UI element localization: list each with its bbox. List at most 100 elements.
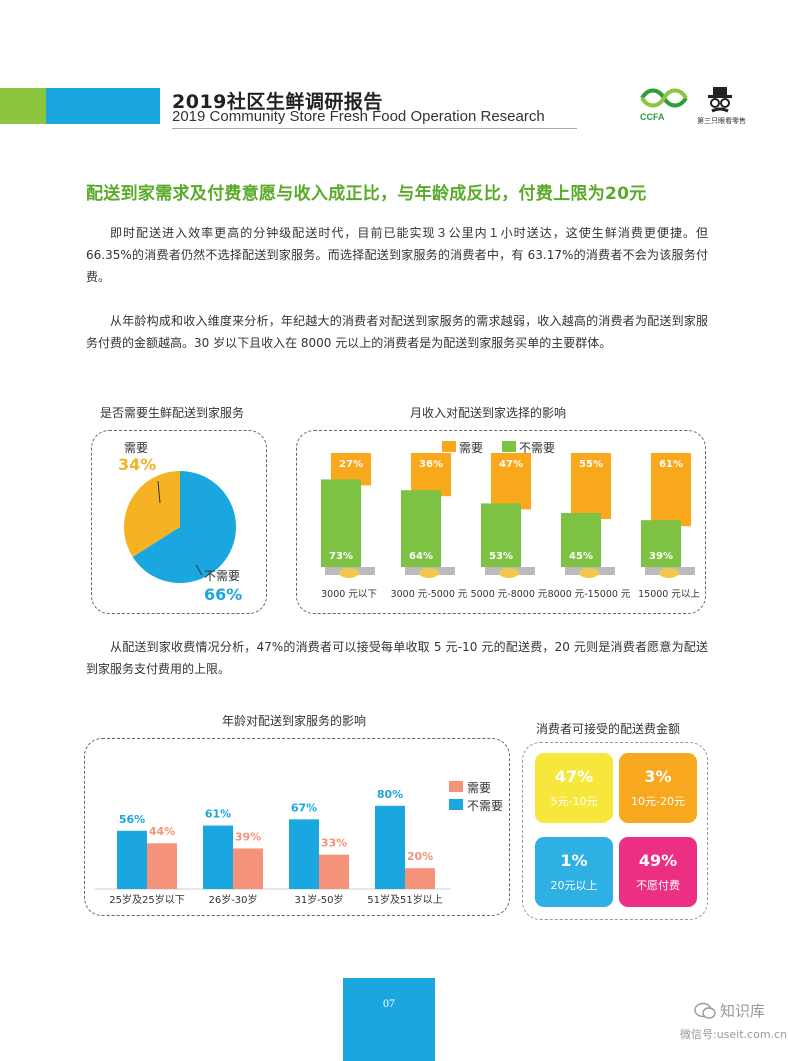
fee-tile-no-pay: 49% 不愿付费 (619, 837, 697, 907)
ccfa-logo-text: CCFA (640, 112, 665, 122)
income-bar-not-need-2 (481, 503, 521, 567)
fee-tile-10-20-pct: 3% (644, 767, 672, 786)
income-legend-need: 需要 (459, 441, 484, 455)
wechat-icon (694, 1002, 716, 1019)
income-category-3: 8000 元-15000 元 (548, 589, 631, 600)
report-title: 2019社区生鲜调研报告 (172, 91, 383, 113)
fee-tile-5-10: 47% 5元-10元 (535, 753, 613, 823)
income-label-not-need-1: 64% (409, 551, 433, 562)
age-category-2: 31岁-50岁 (294, 893, 343, 906)
age-bar-chart: 56% 44% 25岁及25岁以下 61% 39% 26岁-30岁 67% 33% 31岁-50… (95, 788, 451, 906)
income-label-need-0: 27% (339, 459, 363, 470)
income-category-0: 3000 元以下 (321, 589, 377, 600)
income-chart-panel: 需要 不需要 27% 73% 3000 元以下 36% 64% 3000 元-5000 元… (296, 430, 706, 614)
income-label-not-need-3: 45% (569, 551, 593, 562)
age-label-need-2: 33% (321, 837, 347, 850)
header-blue-block (46, 88, 160, 124)
age-legend-not-need-swatch (449, 799, 463, 810)
age-bar-not-need-1 (203, 825, 233, 889)
age-bar-need-0 (147, 843, 177, 889)
income-bar-need-1 (411, 453, 451, 497)
fee-tile-10-20-label: 10元-20元 (631, 795, 685, 808)
age-bar-not-need-3 (375, 805, 405, 889)
income-bar-need-3 (571, 453, 611, 519)
pie-chart-title: 是否需要生鲜配送到家服务 (100, 406, 245, 420)
income-bar-not-need-0 (321, 479, 361, 567)
fee-tile-20-plus-pct: 1% (560, 851, 588, 870)
age-label-not-need-1: 61% (205, 808, 231, 821)
fee-tile-10-20: 3% 10元-20元 (619, 753, 697, 823)
income-category-4: 15000 元以上 (638, 589, 700, 600)
age-label-need-3: 20% (407, 850, 433, 863)
fee-tile-no-pay-label: 不愿付费 (636, 879, 680, 892)
pie-label-not-need: 不需要 (204, 569, 241, 583)
age-bar-not-need-0 (117, 830, 147, 889)
age-label-need-1: 39% (235, 830, 261, 843)
income-category-1: 3000 元-5000 元 (391, 589, 468, 600)
ccfa-logo-icon (640, 88, 688, 108)
age-bar-not-need-2 (289, 819, 319, 889)
page-number: 07 (383, 996, 395, 1010)
paragraph-3: 从配送到家收费情况分析，47%的消费者可以接受每单收取 5 元-10 元的配送费… (86, 640, 708, 676)
pie-pct-need: 34% (118, 455, 157, 474)
income-label-not-need-2: 53% (489, 551, 513, 562)
watermark-line2: 微信号:useit.com.cn (680, 1028, 788, 1041)
age-label-need-0: 44% (149, 825, 175, 838)
income-legend-not-need-swatch (502, 441, 516, 452)
pie-chart-panel: 需要 34% 不需要 66% (91, 430, 267, 614)
fee-tile-5-10-pct: 47% (554, 767, 594, 786)
watermark-line1: 知识库 (720, 1002, 766, 1020)
income-label-need-3: 55% (579, 459, 603, 470)
income-legend-need-swatch (442, 441, 456, 452)
income-label-need-1: 36% (419, 459, 443, 470)
income-bar-chart: 27% 73% 3000 元以下 36% 64% 3000 元-5000 元 47% 53% 5… (321, 453, 700, 600)
coin-icon-3 (579, 568, 599, 578)
age-label-not-need-0: 56% (119, 813, 145, 826)
age-chart-title: 年龄对配送到家服务的影响 (222, 714, 367, 728)
third-eye-logo-text: 第三只眼看零售 (697, 117, 746, 125)
third-eye-logo-icon (708, 87, 732, 113)
age-legend-need-swatch (449, 781, 463, 792)
pie-slice-0 (124, 471, 180, 558)
fee-tile-no-pay-pct: 49% (638, 851, 678, 870)
pie-slice-1 (132, 471, 236, 583)
header-green-block (0, 88, 46, 124)
income-chart-title: 月收入对配送到家选择的影响 (410, 406, 567, 420)
income-category-2: 5000 元-8000 元 (471, 589, 548, 600)
pie-chart (124, 471, 236, 583)
income-label-not-need-4: 39% (649, 551, 673, 562)
coin-icon-0 (339, 568, 359, 578)
fee-tile-20-plus-label: 20元以上 (550, 879, 598, 892)
fee-center-circle-icon (604, 818, 626, 840)
report-subtitle: 2019 Community Store Fresh Food Operatio… (172, 108, 545, 125)
coin-icon-2 (499, 568, 519, 578)
income-legend-not-need: 不需要 (519, 441, 556, 455)
coin-icon-1 (419, 568, 439, 578)
age-legend-need: 需要 (467, 781, 492, 795)
fee-chart-title: 消费者可接受的配送费金额 (536, 722, 681, 736)
income-bar-not-need-3 (561, 513, 601, 567)
age-label-not-need-3: 80% (377, 788, 403, 801)
fee-chart-panel: 47% 5元-10元 3% 10元-20元 1% 20元以上 49% 不愿付费 (522, 742, 708, 920)
age-category-3: 51岁及51岁以上 (367, 893, 442, 906)
coin-icon-4 (659, 568, 679, 578)
age-category-1: 26岁-30岁 (208, 893, 257, 906)
income-bar-need-2 (491, 453, 531, 510)
section-headline: 配送到家需求及付费意愿与收入成正比，与年龄成反比，付费上限为20元 (86, 184, 647, 204)
age-bar-need-3 (405, 868, 435, 889)
paragraph-1: 即时配送进入效率更高的分钟级配送时代，目前已能实现３公里内１小时送达，这使生鲜消… (86, 226, 708, 284)
fee-tile-20-plus: 1% 20元以上 (535, 837, 613, 907)
income-label-need-4: 61% (659, 459, 683, 470)
income-label-not-need-0: 73% (329, 551, 353, 562)
income-bar-need-4 (651, 453, 691, 527)
pie-label-need: 需要 (124, 441, 149, 455)
paragraph-2: 从年龄构成和收入维度来分析，年纪越大的消费者对配送到家服务的需求越弱，收入越高的… (86, 314, 708, 350)
fee-tile-5-10-label: 5元-10元 (550, 795, 598, 808)
header-divider (172, 128, 577, 129)
income-bar-not-need-1 (401, 490, 441, 567)
age-chart-panel: 需要 不需要 56% 44% 25岁及25岁以下 61% 39% 26岁-30岁 67% 33… (84, 738, 510, 916)
age-label-not-need-2: 67% (291, 801, 317, 814)
page-number-box (343, 978, 435, 1061)
age-category-0: 25岁及25岁以下 (109, 893, 184, 906)
pie-pct-not-need: 66% (204, 585, 243, 604)
